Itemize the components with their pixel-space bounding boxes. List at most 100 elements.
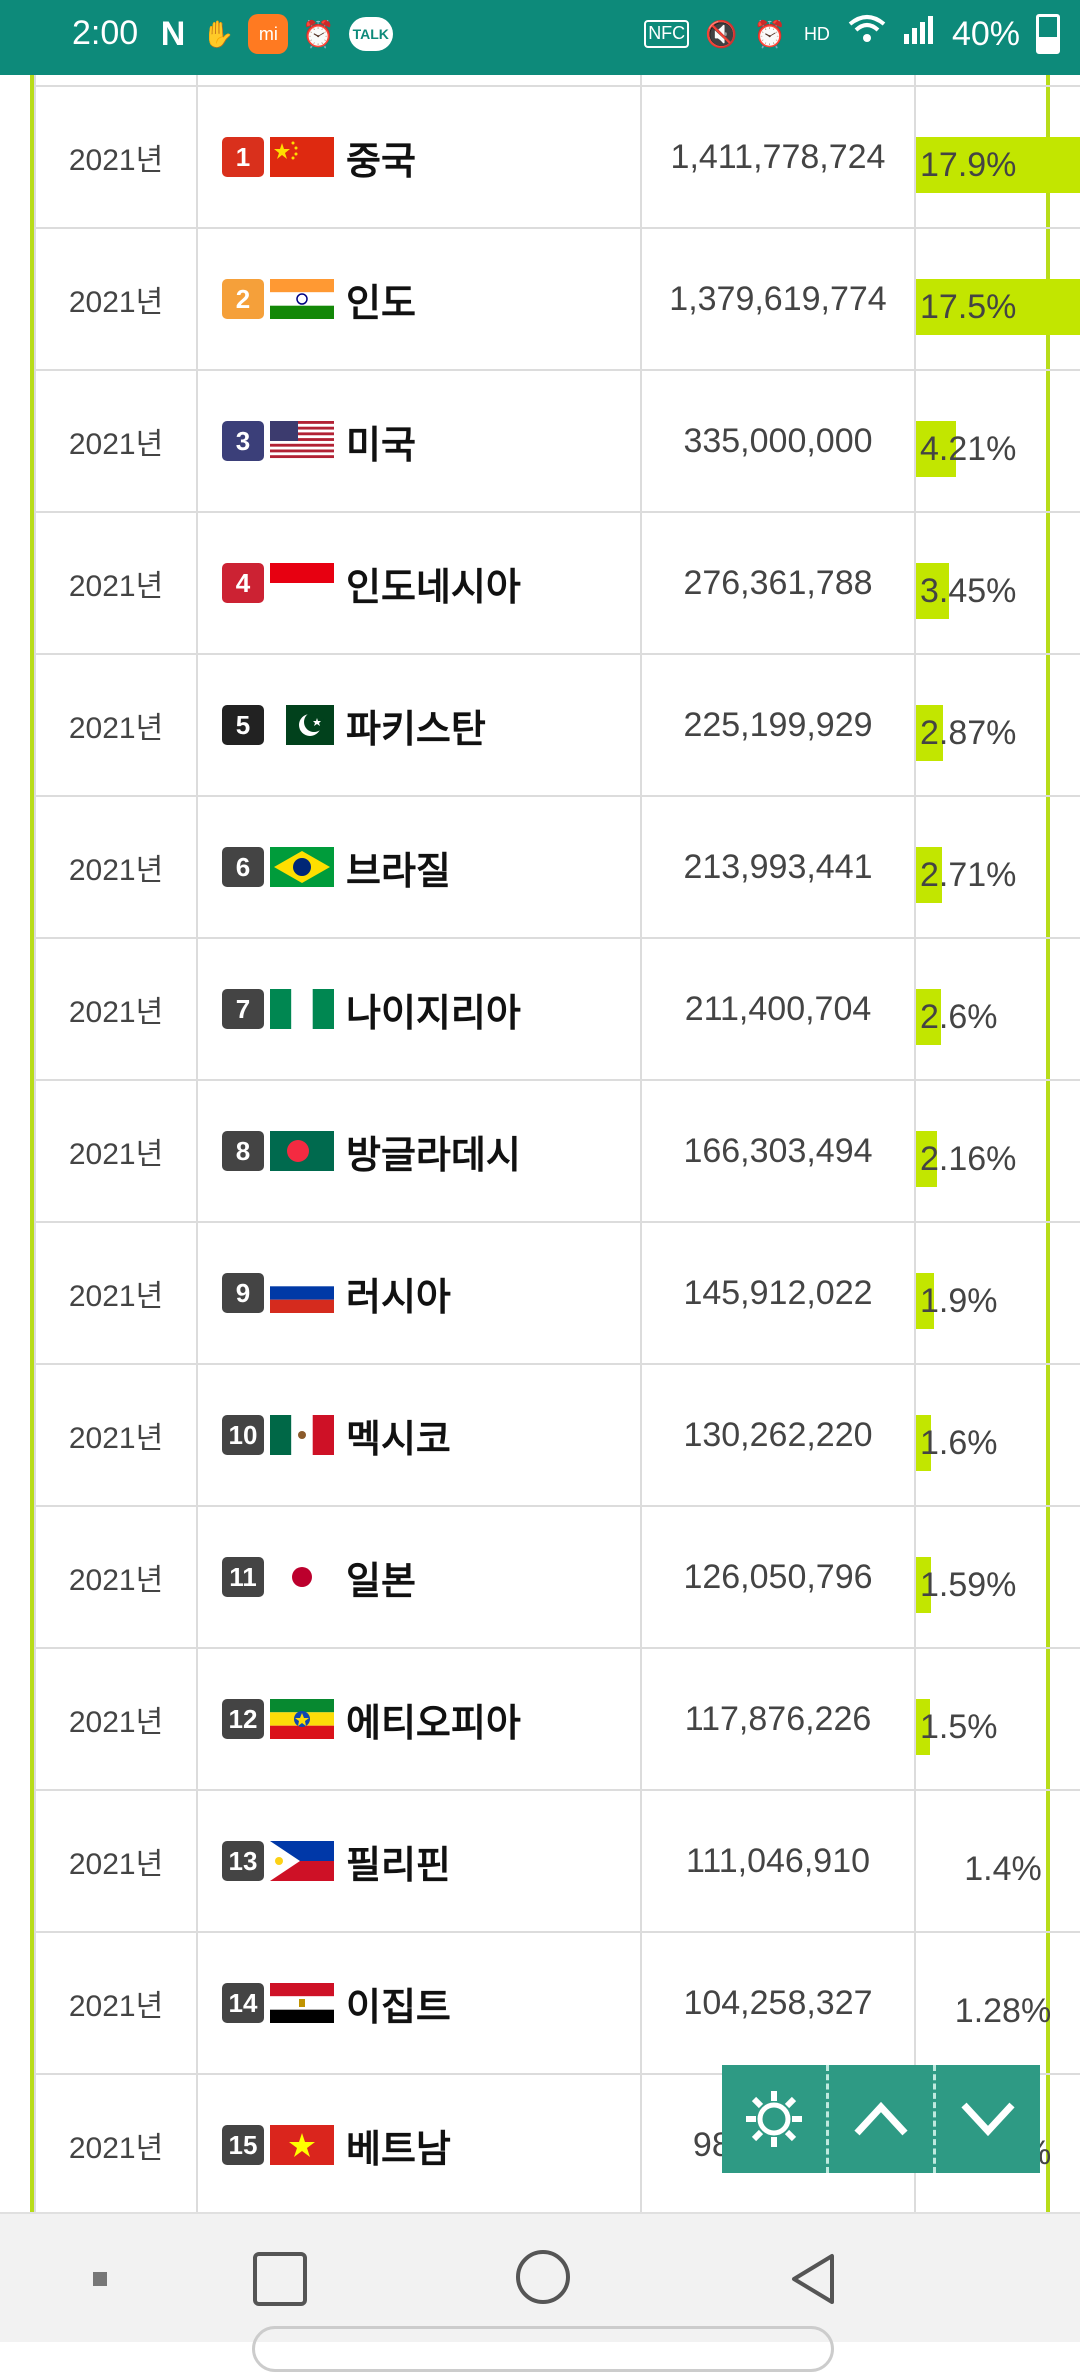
share-cell: 2.16% — [914, 1079, 1080, 1223]
share-cell: 1.59% — [914, 1505, 1080, 1649]
brazil-flag-icon — [270, 847, 334, 887]
rank-badge: 8 — [222, 1131, 264, 1171]
country-name[interactable]: 베트남 — [346, 2128, 451, 2171]
table-viewport[interactable]: 2021년 1 중국 1,411,778,724 17.9% 2021년 2 인… — [0, 75, 1080, 2212]
country-name[interactable]: 이집트 — [346, 1986, 451, 2029]
share-bar — [916, 1415, 931, 1471]
share-bar — [916, 421, 956, 477]
country-name[interactable]: 파키스탄 — [346, 708, 486, 751]
population-cell: 225,199,929 — [640, 653, 916, 797]
rank-badge: 2 — [222, 279, 264, 319]
country-cell: 6 브라질 — [196, 795, 642, 939]
country-name[interactable]: 중국 — [346, 140, 416, 183]
year-cell: 2021년 — [34, 511, 198, 655]
rank-badge: 9 — [222, 1273, 264, 1313]
table-row: 2021년 10 멕시코 130,262,220 1.6% — [34, 1363, 1080, 1507]
table-row: 2021년 4 인도네시아 276,361,788 3.45% — [34, 511, 1080, 655]
egypt-flag-icon — [270, 1983, 334, 2023]
table-row: 2021년 5 파키스탄 225,199,929 2.87% — [34, 653, 1080, 797]
share-percent: 1.59% — [920, 1566, 1017, 1604]
status-bar: 2:00 N ✋ mi ⏰ TALK NFC 🔇 ⏰ HD 40% — [0, 0, 1080, 75]
year-cell: 2021년 — [34, 2073, 198, 2212]
indonesia-flag-icon — [270, 563, 334, 603]
share-bar — [916, 279, 1080, 335]
country-name[interactable]: 인도네시아 — [346, 566, 521, 609]
country-name[interactable]: 러시아 — [346, 1276, 451, 1319]
rank-badge: 10 — [222, 1415, 264, 1455]
country-name[interactable]: 인도 — [346, 282, 416, 325]
share-bar — [916, 1131, 937, 1187]
share-cell: 3.45% — [914, 511, 1080, 655]
population-cell: 211,400,704 — [640, 937, 916, 1081]
share-bar — [916, 1273, 934, 1329]
status-time: 2:00 — [72, 14, 139, 52]
year-cell: 2021년 — [34, 1647, 198, 1791]
share-bar — [916, 705, 943, 761]
country-name[interactable]: 방글라데시 — [346, 1134, 521, 1177]
share-percent: 3.45% — [920, 572, 1017, 610]
country-name[interactable]: 멕시코 — [346, 1418, 451, 1461]
share-cell: 1.5% — [914, 1647, 1080, 1791]
table-row: 2021년 3 미국 335,000,000 4.21% — [34, 369, 1080, 513]
table-row: 2021년 9 러시아 145,912,022 1.9% — [34, 1221, 1080, 1365]
population-cell: 130,262,220 — [640, 1363, 916, 1507]
country-cell: 8 방글라데시 — [196, 1079, 642, 1223]
population-cell: 104,258,327 — [640, 1931, 916, 2075]
country-name[interactable]: 일본 — [346, 1560, 416, 1603]
gear-icon[interactable] — [722, 2065, 829, 2173]
share-percent: 1.9% — [920, 1282, 998, 1320]
table-row: 2021년 14 이집트 104,258,327 1.28% — [34, 1931, 1080, 2075]
share-percent: 1.4% — [964, 1850, 1042, 1888]
nfc-icon: NFC — [644, 20, 690, 48]
vietnam-flag-icon — [270, 2125, 334, 2165]
year-cell: 2021년 — [34, 1363, 198, 1507]
share-cell: 1.6% — [914, 1363, 1080, 1507]
table-row: 2021년 6 브라질 213,993,441 2.71% — [34, 795, 1080, 939]
wifi-icon — [848, 14, 886, 54]
battery-percent: 40% — [951, 14, 1020, 53]
mexico-flag-icon — [270, 1415, 334, 1455]
rank-badge: 12 — [222, 1699, 264, 1739]
country-name[interactable]: 필리핀 — [346, 1844, 451, 1887]
share-percent: 2.16% — [920, 1140, 1017, 1178]
share-bar — [916, 1699, 930, 1755]
share-percent: 17.5% — [920, 288, 1017, 326]
country-name[interactable]: 에티오피아 — [346, 1702, 521, 1745]
share-cell: 2.87% — [914, 653, 1080, 797]
population-cell: 166,303,494 — [640, 1079, 916, 1223]
country-cell: 9 러시아 — [196, 1221, 642, 1365]
keyboard-handle — [252, 2326, 834, 2372]
country-cell: 10 멕시코 — [196, 1363, 642, 1507]
philippines-flag-icon — [270, 1841, 334, 1881]
square-icon[interactable] — [253, 2252, 307, 2306]
chevron-down-icon[interactable] — [936, 2065, 1040, 2173]
chevron-up-icon[interactable] — [829, 2065, 936, 2173]
table-row: 2021년 1 중국 1,411,778,724 17.9% — [34, 85, 1080, 229]
japan-flag-icon — [270, 1557, 334, 1597]
share-cell: 1.4% — [914, 1789, 1080, 1933]
country-name[interactable]: 나이지리아 — [346, 992, 521, 1035]
year-cell: 2021년 — [34, 369, 198, 513]
share-percent: 4.21% — [920, 430, 1017, 468]
country-name[interactable]: 미국 — [346, 424, 416, 467]
system-icons: NFC 🔇 ⏰ HD 40% — [644, 14, 1060, 54]
floating-nav — [722, 2065, 1040, 2173]
system-nav-bar — [0, 2212, 1080, 2372]
dot-icon — [93, 2272, 107, 2286]
population-cell: 276,361,788 — [640, 511, 916, 655]
country-cell: 15 베트남 — [196, 2073, 642, 2212]
russia-flag-icon — [270, 1273, 334, 1313]
circle-icon[interactable] — [516, 2250, 570, 2304]
country-cell: 7 나이지리아 — [196, 937, 642, 1081]
country-cell: 13 필리핀 — [196, 1789, 642, 1933]
pakistan-flag-icon — [270, 705, 334, 745]
nigeria-flag-icon — [270, 989, 334, 1029]
country-cell: 2 인도 — [196, 227, 642, 371]
share-percent: 17.9% — [920, 146, 1017, 184]
share-percent: 2.71% — [920, 856, 1017, 894]
alarm-status-icon: ⏰ — [753, 19, 786, 49]
country-name[interactable]: 브라질 — [346, 850, 451, 893]
battery-icon — [1036, 14, 1060, 54]
country-cell: 4 인도네시아 — [196, 511, 642, 655]
share-cell: 2.71% — [914, 795, 1080, 939]
